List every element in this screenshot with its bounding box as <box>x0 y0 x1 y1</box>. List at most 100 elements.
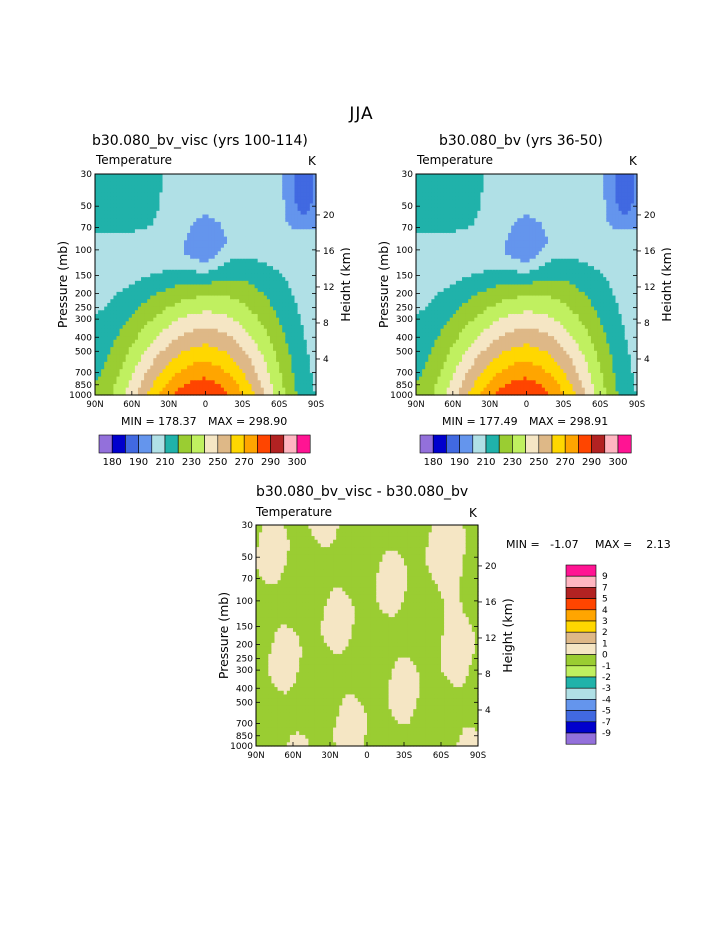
contour-cell <box>257 369 262 374</box>
contour-cell <box>171 336 176 341</box>
contour-cell <box>428 269 432 275</box>
contour-cell <box>428 218 432 223</box>
contour-cell <box>119 354 124 359</box>
contour-cell <box>211 174 216 179</box>
contour-cell <box>199 288 204 293</box>
contour-cell <box>434 347 439 352</box>
contour-cell <box>291 339 296 345</box>
contour-cell <box>168 295 173 300</box>
contour-cell <box>285 181 289 186</box>
contour-cell <box>434 221 439 227</box>
contour-cell <box>220 321 225 326</box>
contour-cell <box>300 361 305 367</box>
contour-cell <box>223 369 228 374</box>
contour-cell <box>113 255 118 260</box>
contour-cell <box>113 273 118 278</box>
contour-cell <box>177 328 182 333</box>
contour-cell <box>199 306 204 311</box>
contour-cell <box>239 310 243 315</box>
contour-cell <box>180 188 185 194</box>
contour-cell <box>113 291 118 297</box>
contour-cell <box>190 262 194 267</box>
contour-cell <box>443 302 448 308</box>
contour-cell <box>297 258 302 263</box>
contour-cell <box>134 317 139 322</box>
contour-cell <box>233 255 237 260</box>
contour-cell <box>269 391 274 396</box>
contour-cell <box>422 361 426 367</box>
contour-cell <box>266 383 271 389</box>
contour-cell <box>220 291 225 297</box>
contour-cell <box>306 203 311 208</box>
contour-cell <box>98 247 102 252</box>
contour-cell <box>285 328 289 333</box>
contour-cell <box>285 247 289 252</box>
contour-cell <box>263 343 268 348</box>
contour-cell <box>156 299 161 304</box>
contour-cell <box>147 221 151 227</box>
contour-cell <box>428 339 432 345</box>
contour-cell <box>425 358 429 363</box>
contour-cell <box>297 240 302 245</box>
contour-cell <box>306 199 311 205</box>
contour-cell <box>137 310 142 315</box>
contour-cell <box>236 383 240 389</box>
contour-cell <box>226 247 231 252</box>
contour-cell <box>125 288 130 293</box>
contour-cell <box>187 236 191 241</box>
contour-cell <box>131 354 136 359</box>
contour-cell <box>312 199 317 205</box>
contour-cell <box>113 306 118 311</box>
contour-cell <box>440 332 445 337</box>
contour-cell <box>437 236 442 241</box>
contour-cell <box>119 199 124 205</box>
contour-cell <box>431 291 436 297</box>
contour-cell <box>226 258 231 263</box>
contour-cell <box>300 280 305 286</box>
contour-cell <box>306 218 311 223</box>
contour-cell <box>171 199 176 205</box>
contour-cell <box>193 328 197 333</box>
contour-cell <box>95 280 99 286</box>
contour-cell <box>144 372 148 378</box>
contour-cell <box>419 196 423 201</box>
contour-cell <box>125 336 130 341</box>
contour-cell <box>168 236 173 241</box>
contour-cell <box>309 218 314 223</box>
contour-cell <box>251 347 256 352</box>
contour-cell <box>251 280 256 286</box>
contour-cell <box>294 369 299 374</box>
contour-cell <box>263 273 268 278</box>
contour-cell <box>165 291 170 297</box>
contour-cell <box>98 317 102 322</box>
contour-cell <box>443 188 448 194</box>
contour-cell <box>431 321 436 326</box>
colorbar-label: 210 <box>155 457 174 468</box>
contour-cell <box>147 387 151 392</box>
contour-cell <box>220 214 225 219</box>
contour-cell <box>422 251 426 256</box>
contour-cell <box>184 336 188 341</box>
contour-cell <box>116 376 121 381</box>
contour-cell <box>137 240 142 245</box>
contour-cell <box>116 203 121 208</box>
contour-cell <box>434 214 439 219</box>
contour-cell <box>98 269 102 275</box>
contour-cell <box>101 221 105 227</box>
contour-cell <box>269 328 274 333</box>
contour-cell <box>196 369 200 374</box>
contour-cell <box>131 221 136 227</box>
contour-cell <box>156 177 161 182</box>
contour-cell <box>116 196 121 201</box>
contour-cell <box>125 321 130 326</box>
contour-cell <box>297 251 302 256</box>
contour-cell <box>208 247 213 252</box>
contour-cell <box>110 240 115 245</box>
contour-cell <box>107 269 111 275</box>
contour-cell <box>312 232 317 238</box>
contour-cell <box>437 277 442 282</box>
contour-cell <box>101 317 105 322</box>
contour-cell <box>205 251 210 256</box>
contour-cell <box>263 336 268 341</box>
contour-cell <box>434 328 439 333</box>
